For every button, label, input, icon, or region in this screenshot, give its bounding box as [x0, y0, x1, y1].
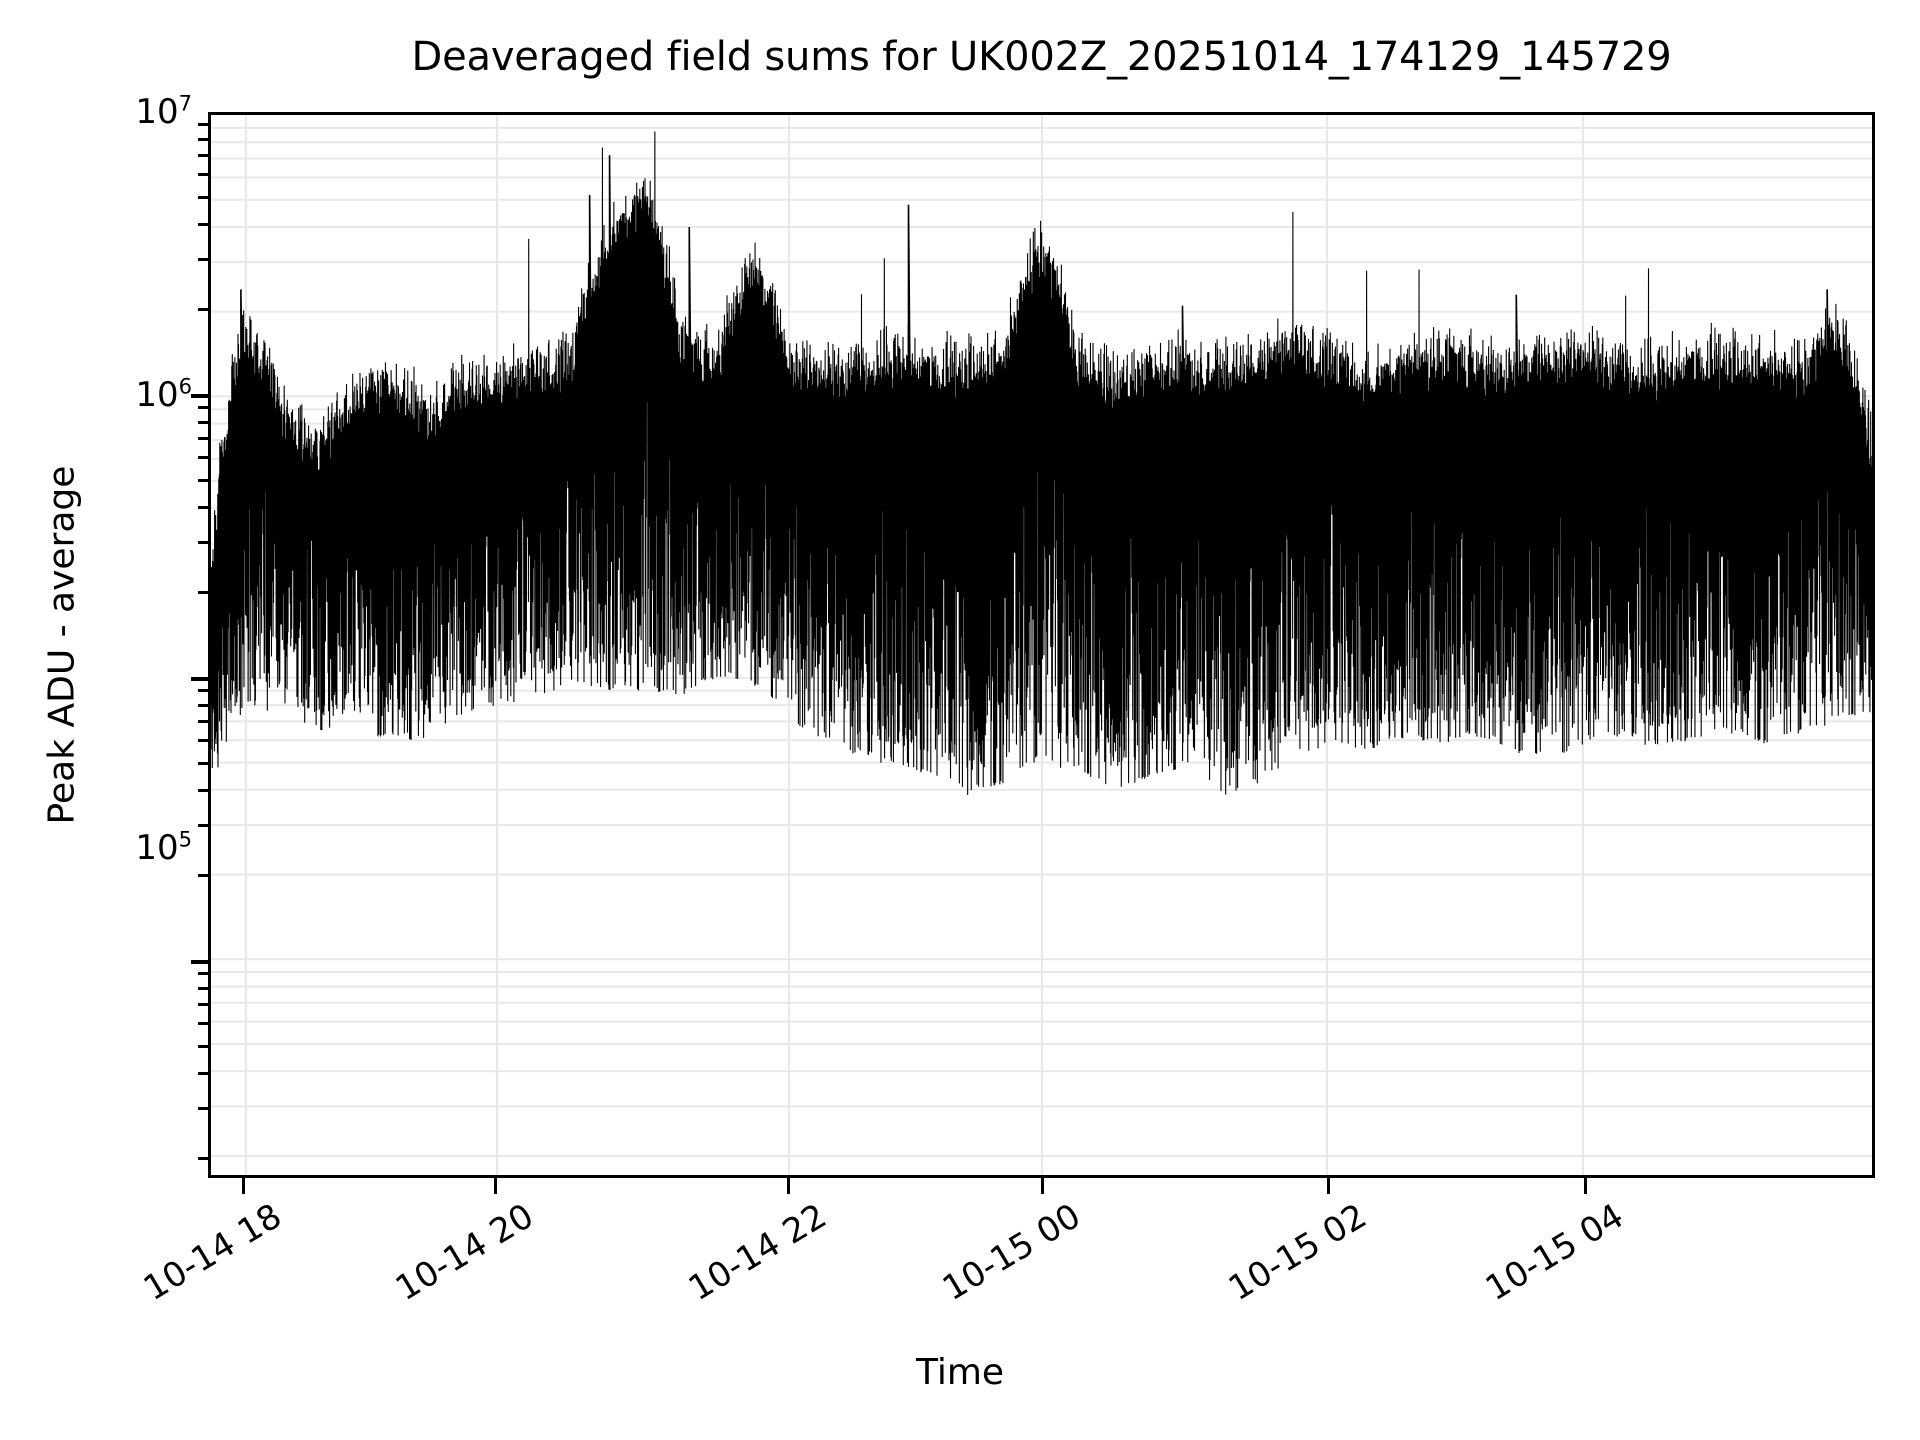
x-tick-label-5: 10-15 04: [1478, 1196, 1631, 1310]
chart-title: Deaveraged field sums for UK002Z_2025101…: [411, 34, 1672, 80]
y-minor-tick: [198, 478, 208, 482]
plot-svg: [211, 115, 1872, 1175]
y-minor-tick: [198, 824, 208, 828]
x-tick-label-3: 10-15 00: [935, 1196, 1088, 1310]
y-minor-tick: [198, 874, 208, 878]
plot-area: [208, 112, 1875, 1178]
x-tick-label-1: 10-14 20: [388, 1196, 541, 1310]
y-minor-tick: [198, 720, 208, 724]
y-minor-tick: [198, 739, 208, 743]
x-major-tick-2: [786, 1178, 790, 1194]
y-major-tick: [191, 959, 208, 964]
y-minor-tick: [198, 972, 208, 976]
y-minor-tick: [198, 258, 208, 262]
y-major-tick: [191, 676, 208, 681]
outlier-spike-6: [1515, 294, 1520, 459]
x-major-tick-0: [241, 1178, 245, 1194]
y-minor-tick: [198, 406, 208, 410]
y-minor-tick: [198, 506, 208, 510]
data-series-line: [211, 131, 1872, 795]
y-minor-tick: [198, 437, 208, 441]
x-major-tick-3: [1040, 1178, 1044, 1194]
y-minor-tick: [198, 154, 208, 158]
y-minor-tick: [198, 1044, 208, 1048]
y-minor-tick: [198, 761, 208, 765]
y-minor-tick: [198, 789, 208, 793]
y-minor-tick: [198, 1022, 208, 1026]
outlier-spike-7: [1826, 289, 1831, 459]
series-path: [211, 131, 1872, 795]
x-major-tick-4: [1326, 1178, 1330, 1194]
y-minor-tick: [198, 986, 208, 990]
y-minor-tick: [198, 703, 208, 707]
y-major-tick: [191, 393, 208, 398]
x-tick-label-4: 10-15 02: [1221, 1196, 1374, 1310]
outlier-spike-4: [907, 204, 912, 459]
outlier-spike-5: [1181, 305, 1186, 459]
y-minor-tick: [198, 456, 208, 460]
y-tick-label-1e6: 106: [135, 373, 192, 415]
y-minor-tick: [198, 420, 208, 424]
outlier-spike-2: [608, 155, 613, 459]
y-minor-tick: [198, 1107, 208, 1111]
y-tick-label-1e5: 105: [135, 826, 192, 868]
y-minor-tick: [198, 137, 208, 141]
y-minor-tick: [198, 308, 208, 312]
y-minor-tick: [198, 123, 208, 127]
y-minor-tick: [198, 689, 208, 693]
x-major-tick-1: [493, 1178, 497, 1194]
outlier-spike-0: [240, 289, 244, 459]
outlier-spike-1: [588, 194, 593, 459]
y-minor-tick: [198, 223, 208, 227]
y-minor-tick: [198, 195, 208, 199]
y-minor-tick: [198, 1072, 208, 1076]
x-axis-label: Time: [915, 1352, 1005, 1393]
y-minor-tick: [198, 541, 208, 545]
y-minor-tick: [198, 1003, 208, 1007]
x-major-tick-5: [1583, 1178, 1587, 1194]
y-minor-tick: [198, 173, 208, 177]
y-minor-tick: [198, 591, 208, 595]
outlier-spike-3: [688, 226, 693, 459]
x-tick-label-2: 10-14 22: [681, 1196, 834, 1310]
y-axis-label: Peak ADU - average: [41, 465, 83, 825]
y-tick-label-1e7: 107: [135, 90, 192, 132]
x-tick-label-0: 10-14 18: [136, 1196, 289, 1310]
y-minor-tick: [198, 1157, 208, 1161]
